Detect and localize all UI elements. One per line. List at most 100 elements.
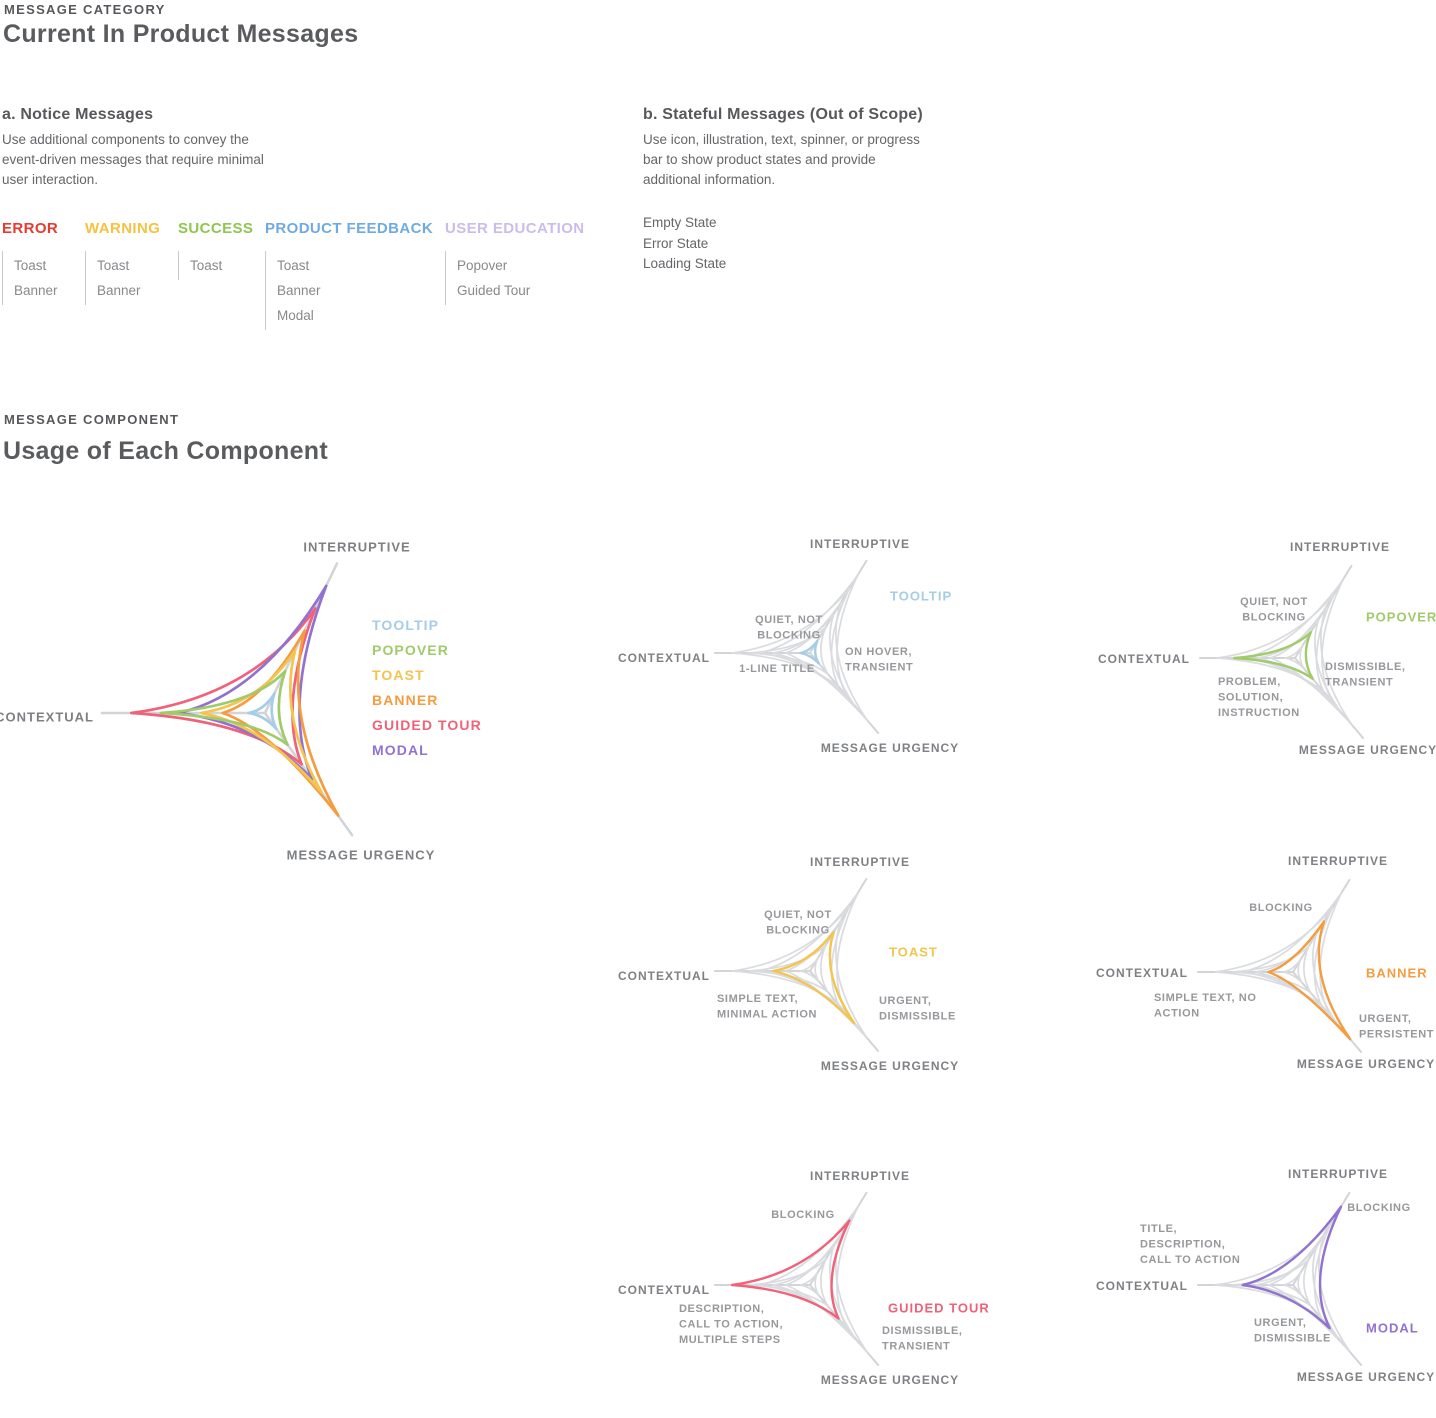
axis-label-interruptive: INTERRUPTIVE [1290,540,1390,554]
component-label-toast: TOAST [889,945,938,960]
radar-annotation: SOLUTION, [1218,692,1283,704]
radar-annotation: MINIMAL ACTION [717,1009,817,1021]
radar-annotation: TRANSIENT [882,1341,950,1353]
radar-ghost-series [1214,906,1334,1007]
category-column-warning: WARNING Toast Banner [85,220,160,305]
category-header: SUCCESS [178,220,254,237]
radar-annotation: TRANSIENT [845,662,913,674]
stateful-heading: b. Stateful Messages (Out of Scope) [643,106,923,123]
category-component-list: Toast Banner [2,251,58,305]
radar-annotation: BLOCKING [1242,612,1305,624]
radar-chart-toast: INTERRUPTIVE CONTEXTUAL MESSAGE URGENCY QUI… [618,855,959,1073]
component-label-banner: BANNER [1366,966,1428,981]
axis-label-interruptive: INTERRUPTIVE [810,855,910,869]
radar-ghost-series [1214,1219,1334,1320]
radar-ghost-series [748,1258,829,1307]
radar-annotation: BLOCKING [766,925,829,937]
radar-highlight-series [730,1219,851,1320]
axis-label-contextual: CONTEXTUAL [1096,966,1188,980]
radar-annotation: PROBLEM, [1218,676,1281,688]
notice-category-table: ERROR Toast Banner WARNING Toast Banner SUCCES… [0,220,1436,330]
section1-eyebrow: MESSAGE CATEGORY [4,2,166,17]
radar-ghost-series [1282,1272,1303,1297]
radar-annotation: QUIET, NOT [1240,596,1308,608]
radar-chart-overview: INTERRUPTIVE CONTEXTUAL MESSAGE URGENCY [0,540,434,863]
axis-label-contextual: CONTEXTUAL [1098,652,1190,666]
radar-annotation: QUIET, NOT [764,909,832,921]
axis-label-message-urgency: MESSAGE URGENCY [1297,1057,1435,1071]
stateful-description: Use icon, illustration, text, spinner, o… [643,132,920,187]
legend-item-toast: TOAST [372,667,425,683]
radar-annotation: BLOCKING [1347,1202,1410,1214]
stateful-state-list: Empty State Error State Loading State [643,213,726,275]
radar-annotation: DISMISSIBLE [879,1011,956,1023]
radar-annotation: DISMISSIBLE, [882,1325,963,1337]
legend-item-tooltip: TOOLTIP [372,617,440,633]
radar-series-guided-tour [129,606,317,766]
radar-annotation: QUIET, NOT [755,614,823,626]
radar-ghost-series [1284,645,1305,670]
axis-label-contextual: CONTEXTUAL [0,710,94,725]
legend-item-guided-tour: GUIDED TOUR [372,717,482,733]
radar-ghost-series [731,905,851,1006]
stateful-state-item: Error State [643,235,709,251]
category-component-item: Toast [97,258,130,273]
component-label-modal: MODAL [1366,1321,1419,1336]
radar-ghost-series [1243,578,1344,703]
axis-label-message-urgency: MESSAGE URGENCY [821,741,959,755]
axis-label-contextual: CONTEXTUAL [618,651,710,665]
stateful-state-item: Empty State [643,215,717,230]
radar-highlight-series [799,639,820,665]
radar-annotation: SIMPLE TEXT, [717,993,798,1005]
category-header: ERROR [2,220,59,237]
radar-annotation: DESCRIPTION, [1140,1239,1225,1251]
radar-annotation: URGENT, [1359,1013,1411,1025]
radar-annotation: DESCRIPTION, [679,1303,764,1315]
radar-highlight-series [1241,1205,1343,1330]
category-component-item: Banner [14,283,58,298]
radar-chart-popover: INTERRUPTIVE CONTEXTUAL MESSAGE URGENCY QUI… [1098,540,1436,757]
category-component-list: Toast Banner Modal [265,251,433,330]
radar-annotation: CALL TO ACTION, [679,1319,783,1331]
component-label-guided-tour: GUIDED TOUR [888,1301,990,1316]
category-component-item: Guided Tour [457,283,531,298]
category-component-item: Banner [97,283,141,298]
legend-item-modal: MODAL [372,742,429,758]
radar-chart-banner: INTERRUPTIVE CONTEXTUAL MESSAGE URGENCY BLO… [1096,854,1435,1071]
radar-chart-tooltip: INTERRUPTIVE CONTEXTUAL MESSAGE URGENCY QUI… [618,537,959,755]
axis-label-message-urgency: MESSAGE URGENCY [821,1373,959,1387]
axis-label-interruptive: INTERRUPTIVE [303,540,410,555]
category-column-user-education: USER EDUCATION Popover Guided Tour [445,220,585,305]
radar-annotation: PERSISTENT [1359,1029,1434,1041]
radar-annotation: DISMISSIBLE [1254,1333,1331,1345]
axis-label-message-urgency: MESSAGE URGENCY [1297,1370,1435,1384]
category-column-error: ERROR Toast Banner [2,220,58,305]
radar-annotation: BLOCKING [771,1209,834,1221]
category-header: WARNING [85,220,161,237]
radar-annotation: ON HOVER, [845,646,912,658]
radar-ghost-series [1231,1258,1312,1307]
radar-annotation: CALL TO ACTION [1140,1254,1240,1266]
axis-label-interruptive: INTERRUPTIVE [810,537,910,551]
radar-highlight-series [771,931,856,1025]
axis-label-message-urgency: MESSAGE URGENCY [1299,743,1436,757]
legend-item-popover: POPOVER [372,642,449,658]
axis-label-interruptive: INTERRUPTIVE [1288,854,1388,868]
radar-highlight-series [1267,920,1352,1041]
design-spec-page: { "page": { "section1": { "eyebrow": "ME… [0,0,1436,1387]
axis-label-message-urgency: MESSAGE URGENCY [821,1059,959,1073]
radar-annotation: SIMPLE TEXT, NO [1154,992,1257,1004]
radar-series-tooltip [247,692,278,731]
category-component-item: Modal [277,308,314,323]
radar-ghost-series [758,573,859,698]
legend-item-banner: BANNER [372,692,439,708]
notice-heading: a. Notice Messages [2,106,154,123]
radar-ghost-series [748,626,829,675]
radar-annotation: BLOCKING [1249,902,1312,914]
radar-highlight-series [1233,631,1314,680]
radar-ghost-series [1231,945,1312,994]
axis-label-interruptive: INTERRUPTIVE [1288,1167,1388,1181]
category-component-item: Toast [190,258,223,273]
category-component-item: Toast [14,258,47,273]
notice-description: Use additional components to convey the … [2,132,264,187]
